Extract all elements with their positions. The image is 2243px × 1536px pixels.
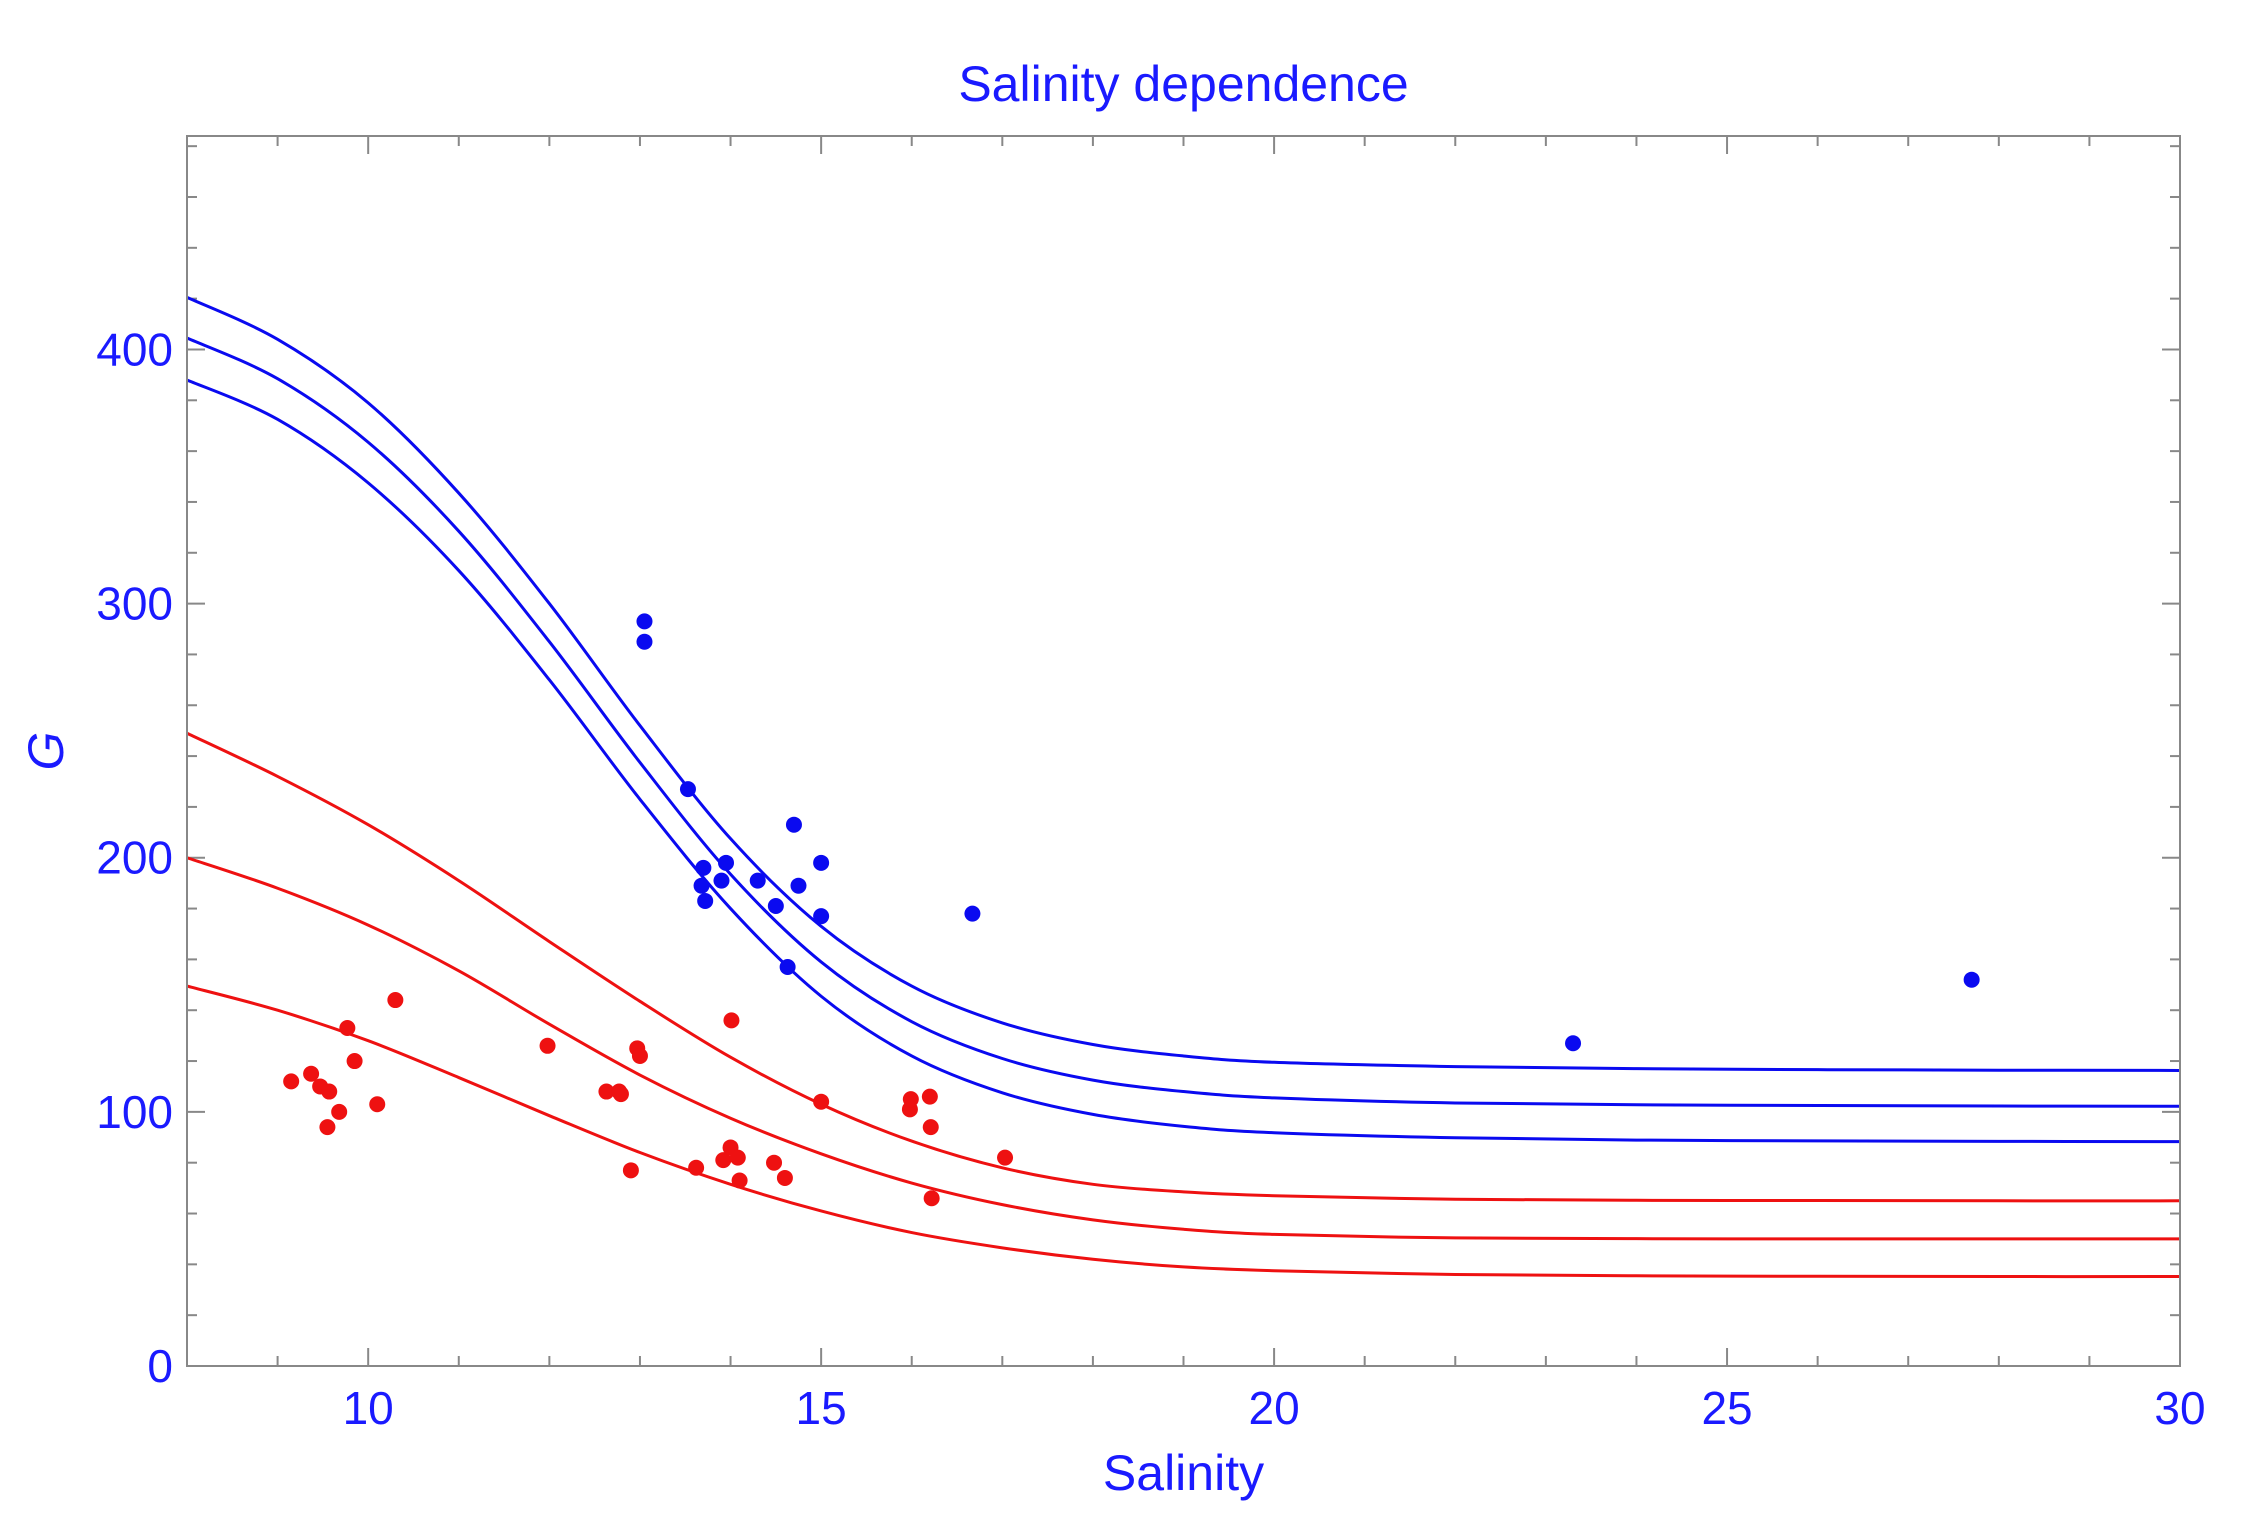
red-data-point xyxy=(902,1091,919,1108)
blue-data-point xyxy=(767,898,784,915)
red-data-point xyxy=(331,1103,348,1120)
red-data-point xyxy=(321,1083,338,1100)
red-data-point xyxy=(539,1037,556,1054)
x-tick-label: 10 xyxy=(343,1382,394,1434)
blue-data-point xyxy=(813,854,830,871)
red-data-point xyxy=(319,1119,336,1136)
red-data-point xyxy=(922,1119,939,1136)
blue-data-point xyxy=(1565,1035,1582,1052)
red-data-point xyxy=(729,1149,746,1166)
blue-data-point xyxy=(679,781,696,798)
blue-data-point xyxy=(697,892,714,909)
red-data-point xyxy=(997,1149,1014,1166)
x-tick-label: 20 xyxy=(1249,1382,1300,1434)
red-data-point xyxy=(598,1083,615,1100)
red-data-point xyxy=(612,1086,629,1103)
x-axis-title: Salinity xyxy=(1103,1445,1264,1501)
y-tick-label: 200 xyxy=(96,832,173,884)
blue-data-point xyxy=(718,854,735,871)
y-tick-label: 300 xyxy=(96,578,173,630)
red-data-point xyxy=(715,1152,732,1169)
red-data-point xyxy=(776,1169,793,1186)
axis-ticks xyxy=(186,136,2181,1367)
y-tick-label: 100 xyxy=(96,1086,173,1138)
red-data-point xyxy=(303,1065,320,1082)
red-data-point xyxy=(283,1073,300,1090)
blue-data-point xyxy=(964,905,981,922)
red-data-point xyxy=(369,1096,386,1113)
y-tick-label: 0 xyxy=(147,1340,173,1392)
blue-data-point xyxy=(693,877,710,894)
red-data-point xyxy=(631,1047,648,1064)
blue-lower-band-curve xyxy=(186,378,2181,1144)
data-points xyxy=(283,613,1980,1207)
blue-data-point xyxy=(1963,971,1980,988)
red-data-point xyxy=(731,1172,748,1189)
red-lower-band-curve xyxy=(186,984,2181,1279)
y-tick-label: 400 xyxy=(96,323,173,375)
blue-data-point xyxy=(790,877,807,894)
red-data-point xyxy=(387,992,404,1009)
fit-curves xyxy=(186,296,2181,1279)
x-tick-label: 30 xyxy=(2154,1382,2205,1434)
plot-frame xyxy=(186,135,2181,1367)
red-upper-band-curve xyxy=(186,731,2181,1203)
red-data-point xyxy=(923,1190,940,1207)
red-data-point xyxy=(766,1154,783,1171)
blue-data-point xyxy=(695,859,712,876)
blue-data-point xyxy=(785,816,802,833)
blue-data-point xyxy=(779,959,796,976)
red-data-point xyxy=(813,1093,830,1110)
red-data-point xyxy=(921,1088,938,1105)
red-data-point xyxy=(339,1020,356,1037)
blue-data-point xyxy=(713,872,730,889)
blue-data-point xyxy=(749,872,766,889)
y-axis-title: G xyxy=(18,732,74,771)
x-tick-label: 15 xyxy=(796,1382,847,1434)
blue-data-point xyxy=(636,613,653,630)
red-fit-curve xyxy=(186,856,2180,1241)
red-data-point xyxy=(723,1012,740,1029)
red-data-point xyxy=(346,1053,363,1070)
blue-data-point xyxy=(636,633,653,650)
red-data-point xyxy=(688,1159,705,1176)
blue-fit-curve xyxy=(186,336,2181,1108)
blue-data-point xyxy=(813,908,830,925)
chart-title: Salinity dependence xyxy=(958,56,1408,112)
x-tick-label: 25 xyxy=(1701,1382,1752,1434)
blue-upper-band-curve xyxy=(186,296,2181,1072)
red-data-point xyxy=(622,1162,639,1179)
